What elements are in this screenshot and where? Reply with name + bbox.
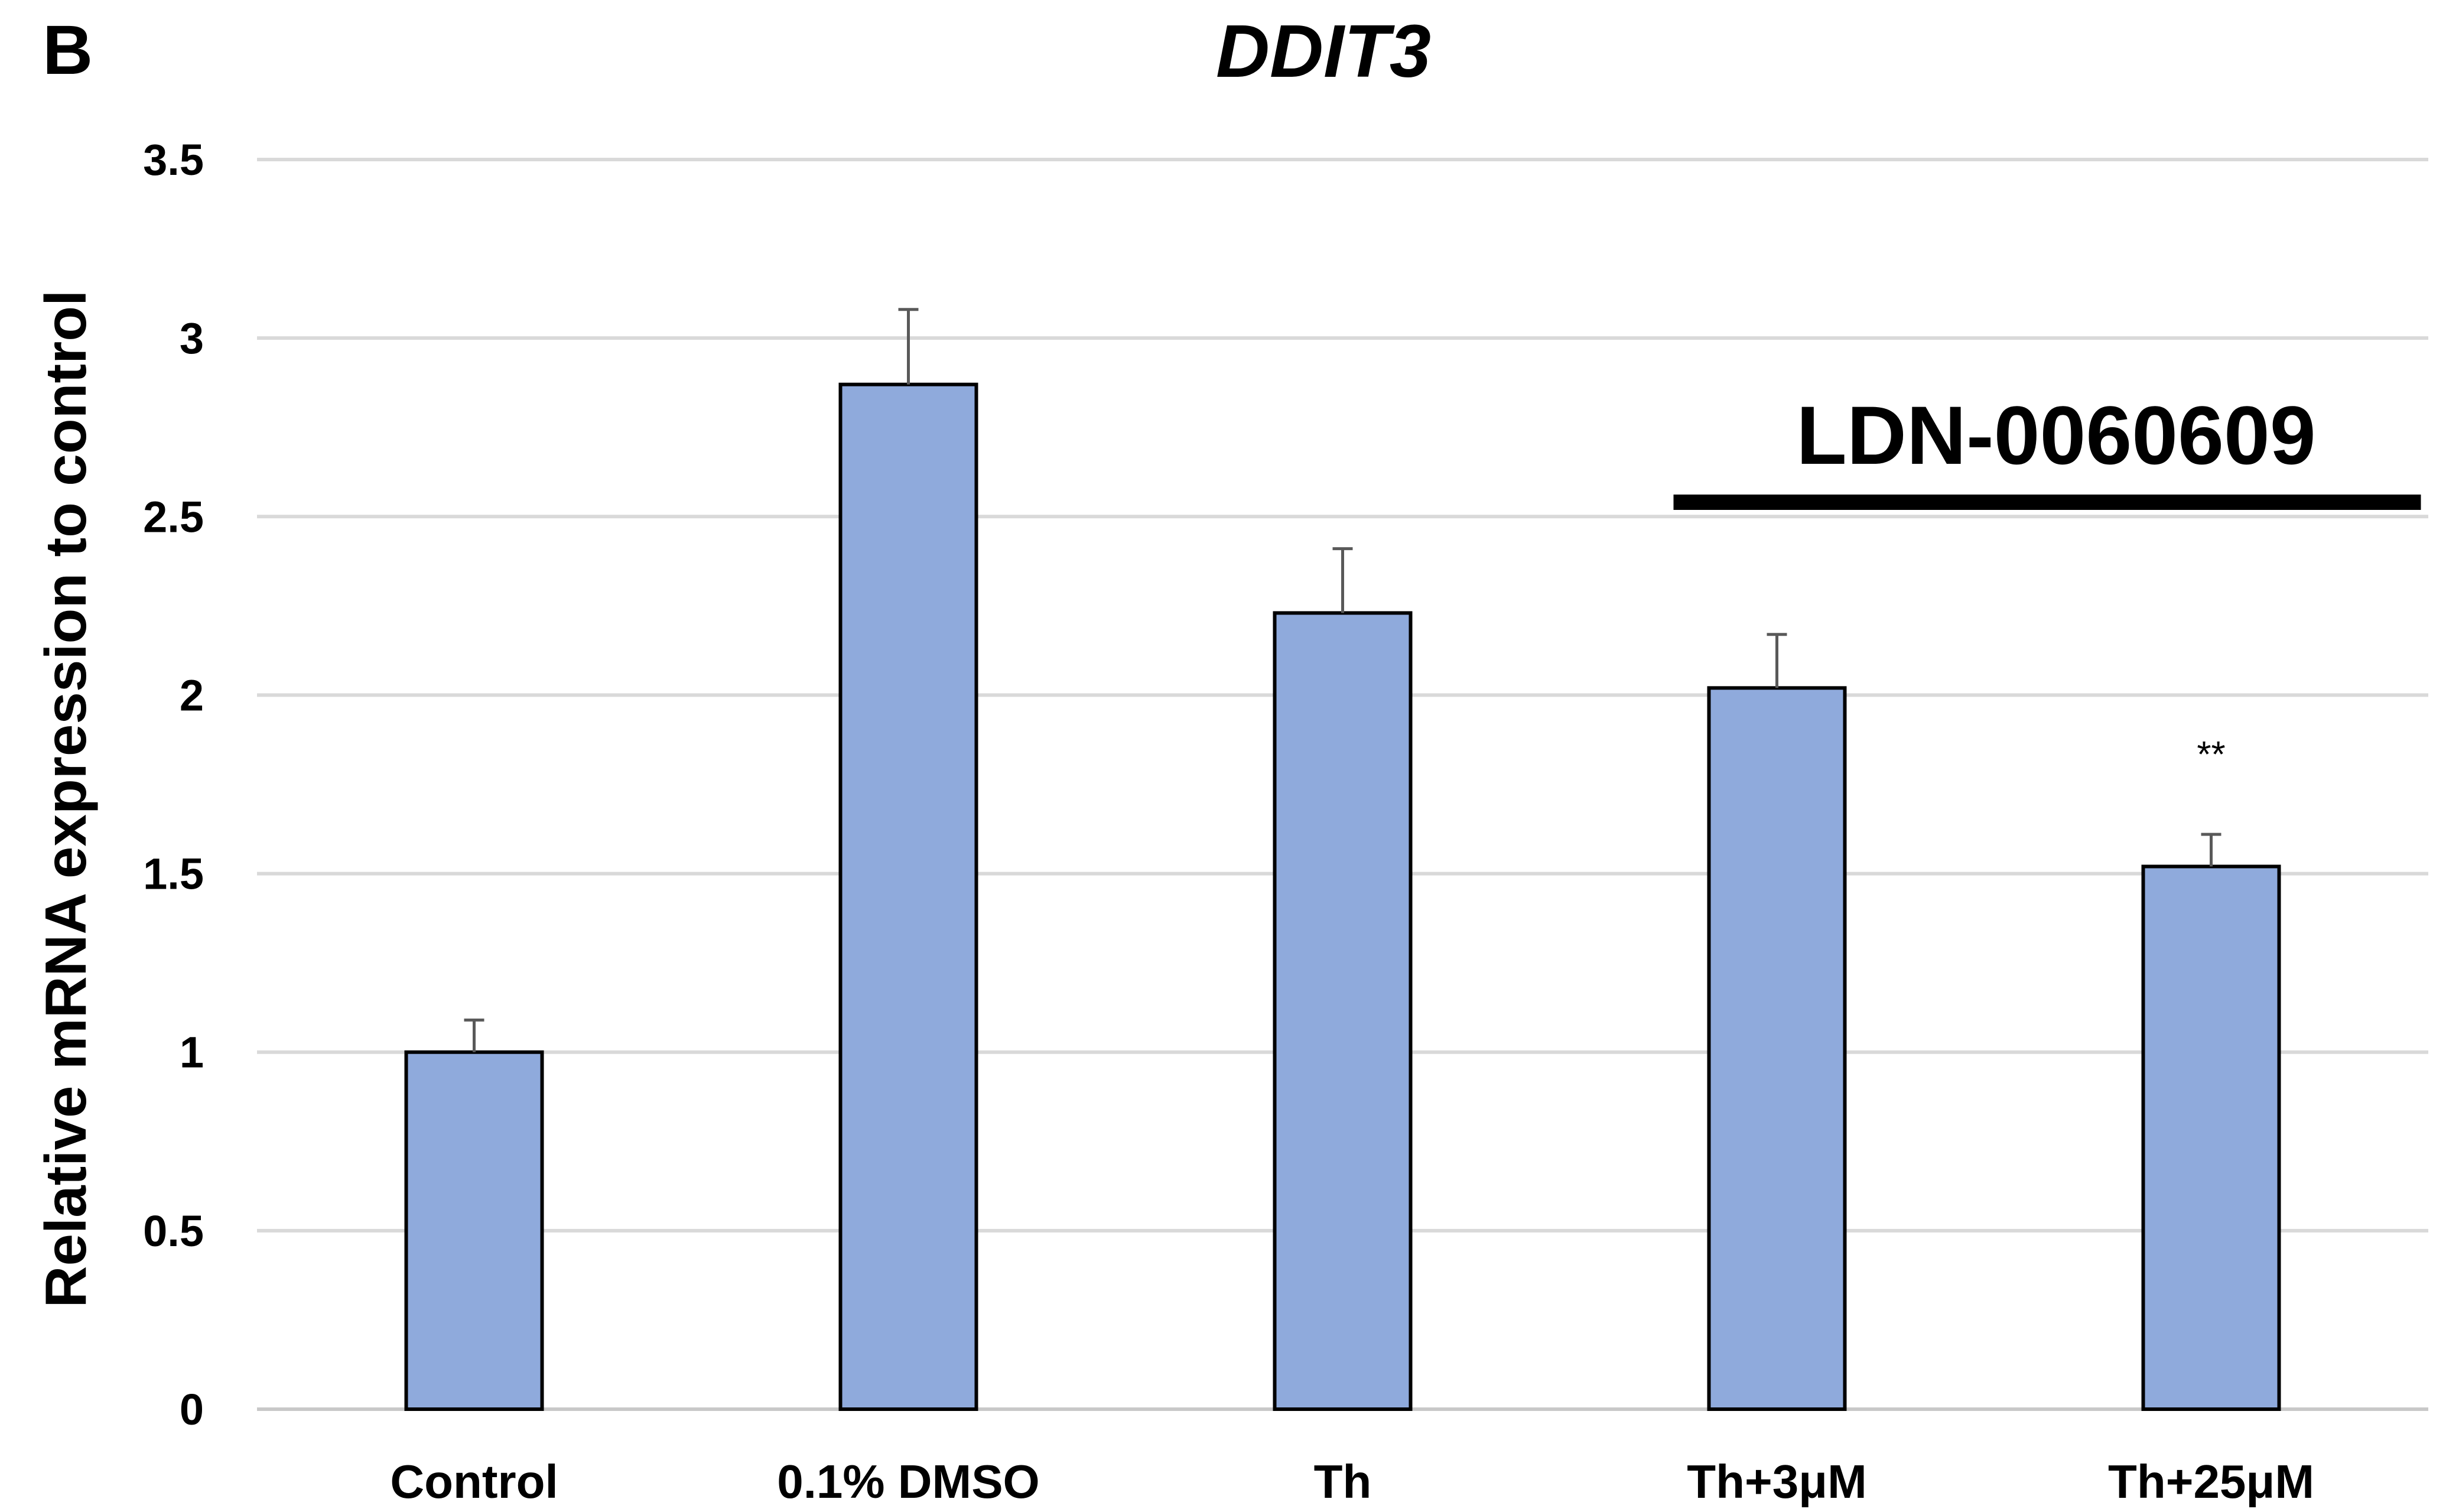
category-labels: Control 0.1% DMSO Th Th+3μM Th+25μM xyxy=(390,1455,2314,1508)
y-tick-label: 1 xyxy=(180,1028,204,1077)
category-label-0: Control xyxy=(390,1455,558,1508)
category-label-4: Th+25μM xyxy=(2108,1455,2314,1508)
category-label-2: Th xyxy=(1314,1455,1372,1508)
bars xyxy=(404,382,2281,1412)
y-tick-label: 3.5 xyxy=(143,135,204,184)
bar-0 xyxy=(404,1050,544,1411)
y-tick-label: 2 xyxy=(180,671,204,720)
y-tick-label: 3 xyxy=(180,314,204,363)
y-tick-label: 1.5 xyxy=(143,850,204,899)
y-axis-label: Relative mRNA expression to control xyxy=(33,290,98,1308)
bar-3 xyxy=(1707,686,1847,1411)
y-tick-label: 2.5 xyxy=(143,492,204,541)
significance-marker: ** xyxy=(2197,734,2225,775)
y-tick-label: 0 xyxy=(180,1385,204,1434)
y-tick-labels: 0 0.5 1 1.5 2 2.5 3 3.5 xyxy=(143,135,204,1434)
annotations: LDN-0060609 ** xyxy=(1673,389,2421,775)
category-label-1: 0.1% DMSO xyxy=(777,1455,1040,1508)
bar-2 xyxy=(1273,611,1413,1411)
category-label-3: Th+3μM xyxy=(1687,1455,1867,1508)
error-bars xyxy=(464,308,2221,1052)
panel-label: B xyxy=(43,11,93,89)
bar-4 xyxy=(2141,864,2281,1411)
y-tick-label: 0.5 xyxy=(143,1207,204,1256)
bar-1 xyxy=(838,382,978,1412)
chart-title: DDIT3 xyxy=(1216,9,1431,93)
ldn-label: LDN-0060609 xyxy=(1796,389,2315,482)
